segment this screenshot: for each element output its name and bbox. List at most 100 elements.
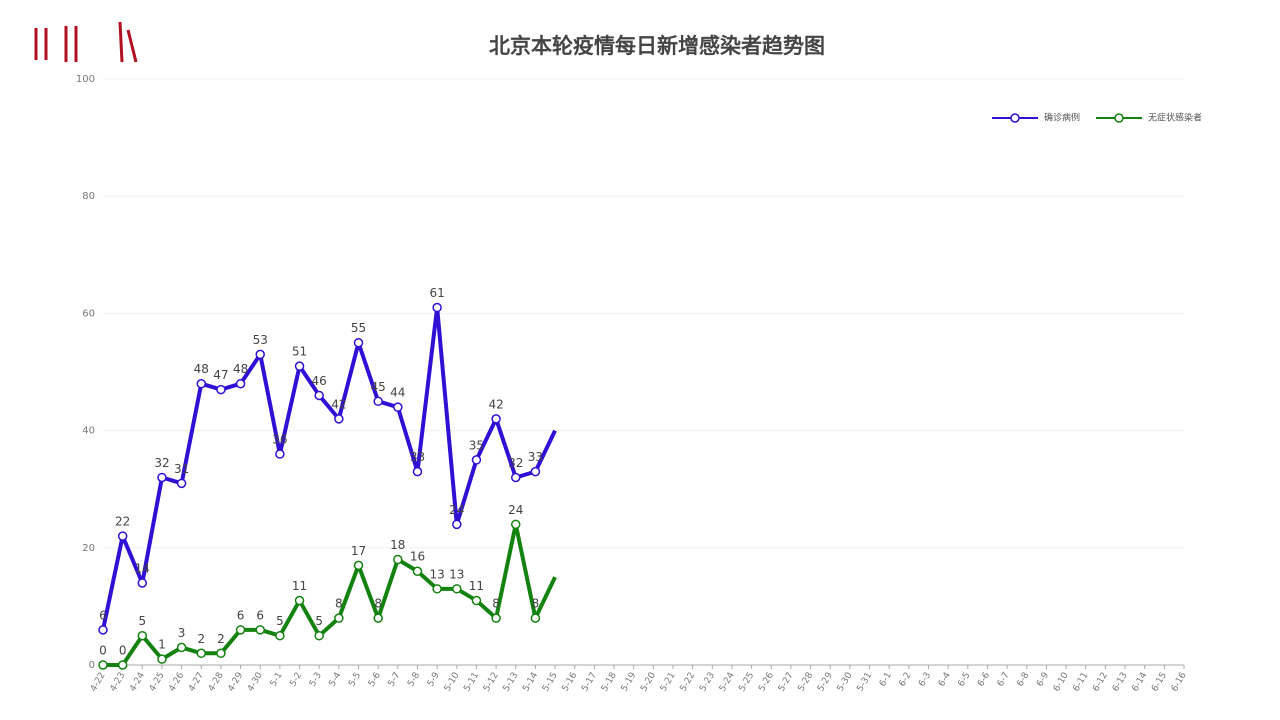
value-label: 13 — [429, 567, 444, 581]
value-label: 14 — [135, 561, 150, 575]
x-tick-label: 5-4 — [328, 671, 344, 689]
value-label: 46 — [312, 374, 327, 388]
value-label: 8 — [492, 597, 500, 611]
x-tick-label: 5-14 — [521, 671, 540, 694]
value-label: 45 — [371, 380, 386, 394]
value-label: 6 — [237, 608, 245, 622]
value-label: 17 — [351, 544, 366, 558]
point — [314, 630, 324, 641]
x-tick-label: 5-18 — [600, 671, 619, 694]
point — [176, 642, 187, 653]
x-tick-label: 6-11 — [1072, 671, 1091, 694]
point — [432, 302, 442, 313]
series-line — [101, 305, 557, 631]
point — [334, 613, 344, 623]
point — [117, 531, 128, 541]
point — [235, 378, 246, 389]
value-label: 3 — [178, 626, 186, 640]
value-label: 42 — [488, 397, 503, 411]
x-tick-label: 5-5 — [347, 671, 363, 689]
x-tick-label: 5-12 — [482, 671, 501, 694]
legend-label: 无症状感染者 — [1148, 112, 1202, 124]
value-label: 24 — [508, 503, 523, 517]
value-label: 31 — [174, 462, 189, 476]
x-tick-label: 5-1 — [269, 671, 285, 689]
y-tick-label: 100 — [76, 74, 95, 85]
legend-label: 确诊病例 — [1044, 112, 1080, 124]
value-label: 47 — [213, 368, 228, 382]
point — [393, 402, 403, 412]
x-tick-label: 5-16 — [561, 671, 580, 694]
x-tick-label: 4-29 — [226, 671, 245, 694]
value-label: 8 — [335, 597, 343, 611]
x-tick-label: 6-16 — [1170, 671, 1189, 694]
x-tick-label: 5-15 — [541, 671, 560, 694]
value-label: 11 — [469, 579, 484, 593]
point — [510, 472, 521, 483]
x-tick-label: 5-7 — [387, 671, 403, 689]
value-label: 51 — [292, 345, 307, 359]
x-tick-label: 5-26 — [757, 671, 776, 694]
point — [412, 566, 423, 576]
x-tick-label: 4-22 — [89, 671, 108, 694]
point — [275, 449, 285, 459]
x-tick-label: 6-14 — [1131, 671, 1150, 694]
value-label: 6 — [99, 608, 107, 622]
value-label: 2 — [217, 632, 225, 646]
value-label: 8 — [374, 597, 382, 611]
point — [117, 660, 128, 670]
value-label: 33 — [410, 450, 425, 464]
chart-title: 北京本轮疫情每日新增感染者趋势图 — [489, 34, 825, 58]
x-tick-label: 5-22 — [679, 671, 698, 694]
x-tick-label: 5-10 — [443, 671, 462, 694]
value-label: 5 — [315, 614, 323, 628]
point — [471, 455, 482, 465]
legend-marker — [1114, 113, 1124, 123]
point — [373, 613, 383, 623]
x-tick-label: 6-12 — [1091, 671, 1110, 694]
y-tick-label: 60 — [82, 308, 95, 319]
point — [491, 414, 501, 424]
point — [196, 378, 207, 389]
value-label: 55 — [351, 321, 366, 335]
x-tick-label: 5-19 — [620, 671, 639, 694]
x-tick-label: 6-7 — [996, 671, 1012, 689]
x-tick-label: 4-28 — [207, 671, 226, 694]
x-tick-label: 4-24 — [128, 671, 147, 694]
value-label: 44 — [390, 386, 405, 400]
y-tick-label: 80 — [82, 191, 95, 202]
x-tick-label: 5-27 — [777, 671, 796, 694]
point — [334, 414, 344, 424]
x-tick-label: 6-3 — [917, 671, 933, 689]
x-tick-label: 4-23 — [109, 671, 128, 694]
point — [452, 584, 462, 594]
value-label: 11 — [292, 579, 307, 593]
x-tick-label: 6-8 — [1016, 671, 1032, 689]
x-tick-label: 6-1 — [878, 671, 894, 689]
point — [373, 396, 383, 407]
point — [157, 472, 167, 483]
value-label: 2 — [197, 632, 205, 646]
x-tick-label: 5-11 — [462, 671, 481, 694]
value-label: 5 — [276, 614, 284, 628]
x-tick-label: 5-30 — [836, 671, 855, 694]
logo — [34, 21, 138, 63]
value-label: 6 — [256, 608, 264, 622]
point — [471, 595, 482, 606]
x-tick-label: 5-31 — [855, 671, 874, 694]
point — [255, 625, 265, 635]
x-tick-label: 5-24 — [718, 671, 737, 694]
value-label: 1 — [158, 638, 166, 652]
x-tick-label: 5-9 — [426, 671, 442, 689]
point — [452, 519, 462, 530]
x-tick-label: 6-9 — [1035, 671, 1051, 689]
y-tick-label: 20 — [82, 543, 95, 554]
x-tick-label: 6-13 — [1111, 671, 1130, 694]
x-tick-label: 6-5 — [957, 671, 973, 689]
value-label: 48 — [233, 362, 248, 376]
point — [294, 595, 305, 606]
x-tick-label: 6-2 — [898, 671, 914, 689]
point — [157, 654, 167, 664]
y-tick-label: 0 — [89, 660, 95, 671]
